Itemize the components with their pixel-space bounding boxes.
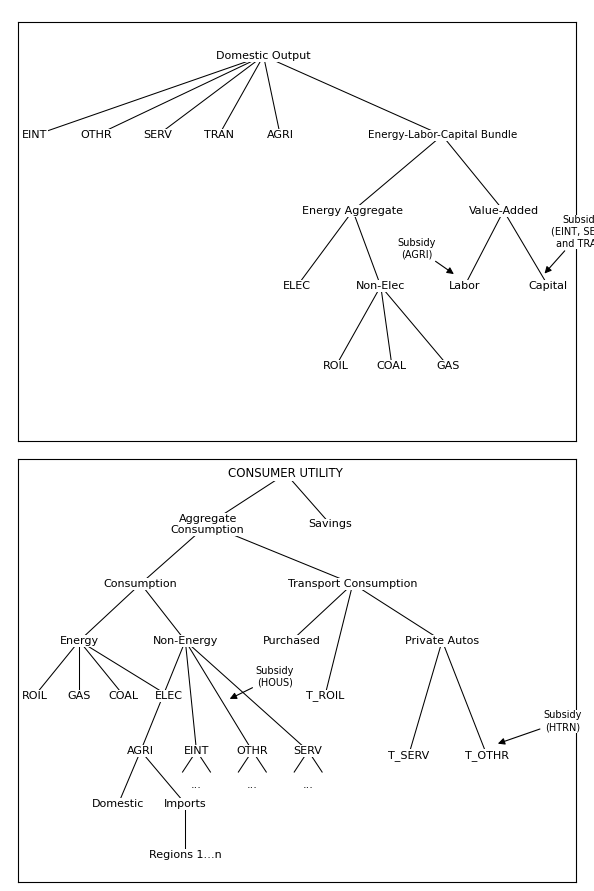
Text: ROIL: ROIL [323, 361, 349, 371]
Text: Imports: Imports [164, 799, 207, 809]
Text: Regions 1…n: Regions 1…n [149, 850, 222, 860]
Text: Non-Elec: Non-Elec [356, 281, 406, 291]
Text: GAS: GAS [436, 361, 459, 371]
Text: COAL: COAL [377, 361, 407, 371]
Text: Energy-Labor-Capital Bundle: Energy-Labor-Capital Bundle [368, 130, 517, 141]
Text: Domestic Output: Domestic Output [216, 51, 311, 61]
Text: Transport Consumption: Transport Consumption [288, 579, 418, 589]
Text: ...: ... [191, 780, 202, 789]
Text: COAL: COAL [109, 691, 139, 701]
Text: Subsidy
(HOUS): Subsidy (HOUS) [231, 666, 294, 699]
Text: ELEC: ELEC [154, 691, 182, 701]
Text: Non-Energy: Non-Energy [153, 636, 218, 646]
Text: Consumption: Consumption [104, 579, 178, 589]
Text: ELEC: ELEC [283, 281, 311, 291]
Text: OTHR: OTHR [80, 130, 112, 141]
Text: SERV: SERV [293, 746, 323, 756]
Text: EINT: EINT [184, 746, 209, 756]
Text: T_ROIL: T_ROIL [306, 691, 344, 701]
Text: OTHR: OTHR [236, 746, 268, 756]
Text: Subsidy
(HTRN): Subsidy (HTRN) [499, 710, 582, 744]
Text: AGRI: AGRI [127, 746, 154, 756]
Text: TRAN: TRAN [204, 130, 234, 141]
Text: Purchased: Purchased [263, 636, 320, 646]
Text: EINT: EINT [22, 130, 48, 141]
Text: Value-Added: Value-Added [469, 206, 539, 216]
Text: SERV: SERV [143, 130, 172, 141]
Text: Aggregate
Consumption: Aggregate Consumption [171, 514, 245, 535]
Text: Energy: Energy [59, 636, 99, 646]
Text: T_SERV: T_SERV [388, 749, 429, 761]
Text: Domestic: Domestic [92, 799, 144, 809]
Text: Energy Aggregate: Energy Aggregate [302, 206, 403, 216]
Text: Private Autos: Private Autos [405, 636, 479, 646]
Text: ...: ... [247, 780, 258, 789]
Text: ROIL: ROIL [21, 691, 48, 701]
Text: Capital: Capital [529, 281, 568, 291]
Text: Savings: Savings [309, 519, 352, 529]
Text: AGRI: AGRI [267, 130, 294, 141]
Text: Subsidy
(AGRI): Subsidy (AGRI) [398, 238, 453, 274]
Text: GAS: GAS [68, 691, 91, 701]
Text: T_OTHR: T_OTHR [465, 749, 509, 761]
Text: ...: ... [303, 780, 314, 789]
Text: Subsidy
(EINT, SERV,
and TRAN): Subsidy (EINT, SERV, and TRAN) [545, 215, 594, 273]
Text: CONSUMER UTILITY: CONSUMER UTILITY [229, 467, 343, 480]
Text: Labor: Labor [448, 281, 481, 291]
